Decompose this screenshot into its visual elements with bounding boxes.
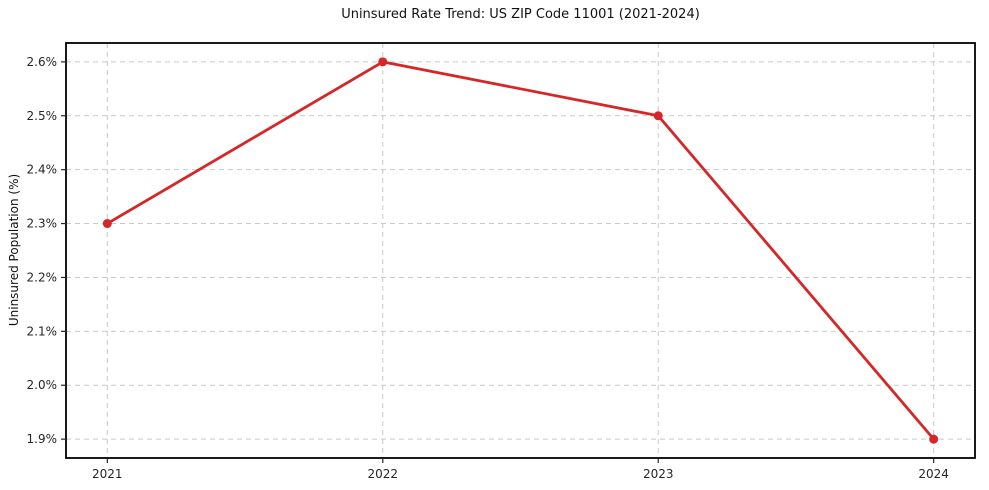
- y-tick-label: 2.6%: [27, 55, 58, 69]
- y-tick-label: 2.0%: [27, 378, 58, 392]
- data-point: [929, 434, 939, 444]
- x-tick-label: 2022: [367, 467, 398, 481]
- x-tick-label: 2023: [643, 467, 674, 481]
- y-tick-label: 2.1%: [27, 324, 58, 338]
- y-tick-label: 2.3%: [27, 217, 58, 231]
- y-tick-label: 2.2%: [27, 270, 58, 284]
- y-tick-label: 1.9%: [27, 432, 58, 446]
- plot-border: [65, 42, 976, 459]
- y-tick-label: 2.4%: [27, 163, 58, 177]
- data-point: [378, 57, 388, 67]
- data-point: [653, 111, 663, 121]
- data-point: [102, 219, 112, 229]
- x-tick-label: 2024: [918, 467, 949, 481]
- y-tick-label: 2.5%: [27, 109, 58, 123]
- x-tick-label: 2021: [92, 467, 123, 481]
- chart-title: Uninsured Rate Trend: US ZIP Code 11001 …: [341, 7, 700, 22]
- data-line: [105, 60, 936, 441]
